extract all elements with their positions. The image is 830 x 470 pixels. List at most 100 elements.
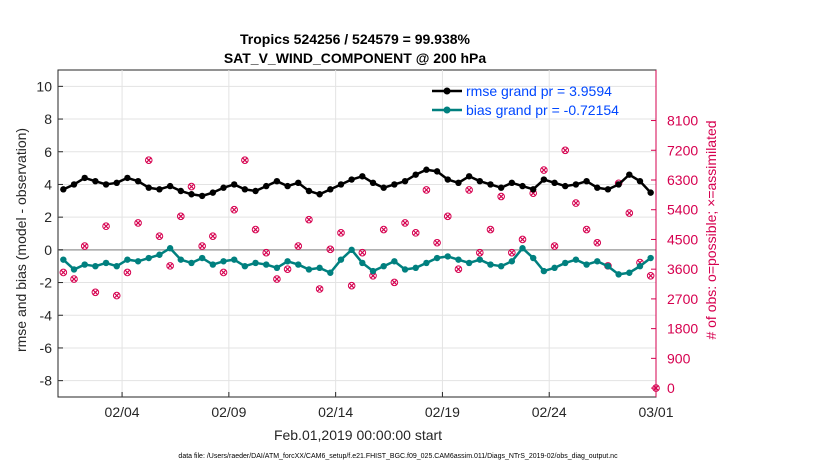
obs-assimilated-cross <box>434 239 440 246</box>
obs-assimilated-cross <box>295 243 302 249</box>
obs-assimilated-cross <box>199 243 205 249</box>
y-tick-label: 10 <box>36 78 52 94</box>
obs-possible-circle <box>112 291 121 300</box>
bias-point <box>348 246 355 254</box>
obs-count-point <box>112 291 121 300</box>
legend-bias-marker <box>443 106 451 114</box>
y-tick-label: 8 <box>44 111 52 127</box>
y-tick-label: -6 <box>40 340 53 356</box>
y-axis-label: rmse and bias (model - observation) <box>13 128 29 352</box>
y-tick-label: 2 <box>44 209 52 225</box>
obs-possible-circle <box>390 278 399 287</box>
obs-possible-circle <box>155 232 164 240</box>
y-right-tick-label: 4500 <box>667 231 698 247</box>
rmse-point <box>636 177 644 185</box>
obs-count-point <box>326 245 335 254</box>
obs-possible-circle <box>273 275 281 283</box>
bias-point <box>391 258 398 265</box>
rmse-point <box>508 179 516 187</box>
obs-possible-circle <box>422 186 431 194</box>
rmse-point <box>209 189 217 196</box>
obs-possible-circle <box>411 229 420 237</box>
obs-possible-circle <box>144 156 153 164</box>
rmse-point <box>124 174 131 182</box>
bias-point <box>295 261 302 268</box>
bias-point <box>455 256 462 263</box>
rmse-point <box>295 179 302 187</box>
chart-title: Tropics 524256 / 524579 = 99.938% <box>240 31 471 47</box>
obs-count-point <box>241 156 249 164</box>
rmse-point <box>562 182 569 190</box>
rmse-point <box>369 179 377 187</box>
obs-count-point <box>123 268 132 277</box>
obs-count-point <box>476 248 484 257</box>
bias-point <box>497 263 505 270</box>
rmse-point <box>273 177 281 185</box>
legend-bias-label: bias grand pr = -0.72154 <box>466 102 619 118</box>
obs-count-point <box>497 192 505 201</box>
bias-point <box>540 267 548 275</box>
rmse-point <box>134 177 142 185</box>
rmse-point <box>455 179 462 187</box>
obs-assimilated-cross <box>370 272 376 279</box>
obs-assimilated-cross <box>274 276 280 282</box>
rmse-point <box>487 181 494 188</box>
obs-count-point <box>454 265 463 273</box>
obs-possible-circle <box>230 205 238 214</box>
obs-count-point <box>561 146 570 155</box>
obs-count-point <box>80 242 89 250</box>
rmse-point <box>327 186 334 193</box>
bias-point <box>359 259 366 267</box>
bias-point <box>252 259 259 267</box>
obs-count-point <box>550 242 559 250</box>
obs-possible-circle <box>433 238 441 247</box>
bias-point <box>636 263 644 270</box>
obs-possible-circle <box>358 248 367 257</box>
obs-assimilated-cross <box>220 269 227 276</box>
obs-possible-circle <box>326 245 335 254</box>
obs-count-point <box>155 232 164 240</box>
y-right-tick-label: 8100 <box>667 113 698 129</box>
x-axis-label: Feb.01,2019 00:00:00 start <box>274 427 442 443</box>
obs-possible-circle <box>187 182 196 191</box>
obs-assimilated-cross <box>519 236 526 243</box>
obs-assimilated-cross <box>81 243 88 249</box>
obs-assimilated-cross <box>252 226 259 233</box>
obs-possible-circle <box>572 199 580 207</box>
obs-count-point <box>262 248 271 257</box>
obs-count-point <box>283 265 292 273</box>
obs-possible-circle <box>294 242 303 250</box>
obs-possible-circle <box>177 212 185 221</box>
obs-assimilated-cross <box>92 289 99 296</box>
bias-point <box>562 259 569 267</box>
obs-possible-circle <box>134 219 142 227</box>
obs-count-point <box>411 229 420 237</box>
obs-assimilated-cross <box>573 200 579 206</box>
bias-point <box>487 261 494 268</box>
chart-subtitle: SAT_V_WIND_COMPONENT @ 200 hPa <box>224 50 487 66</box>
obs-count-point <box>422 186 431 194</box>
bias-point <box>305 266 313 273</box>
obs-assimilated-cross <box>562 147 569 154</box>
obs-assimilated-cross <box>71 276 77 282</box>
obs-count-point <box>582 225 591 234</box>
obs-possible-circle <box>582 225 591 234</box>
x-tick-label: 02/14 <box>318 404 353 420</box>
rmse-point <box>263 182 270 190</box>
rmse-point <box>70 181 78 188</box>
bias-point <box>273 264 281 272</box>
rmse-point <box>156 186 163 193</box>
rmse-point <box>433 168 441 175</box>
bias-point <box>647 254 654 262</box>
y-right-tick-label: 0 <box>667 380 675 396</box>
obs-assimilated-cross <box>583 226 590 233</box>
obs-count-point <box>273 275 281 283</box>
obs-assimilated-cross <box>444 213 451 220</box>
obs-possible-circle <box>59 268 68 277</box>
bias-point <box>92 263 99 270</box>
obs-assimilated-cross <box>402 220 408 226</box>
rmse-point <box>81 174 88 182</box>
obs-possible-circle <box>315 285 324 293</box>
rmse-point <box>465 173 473 180</box>
rmse-point <box>476 177 484 185</box>
